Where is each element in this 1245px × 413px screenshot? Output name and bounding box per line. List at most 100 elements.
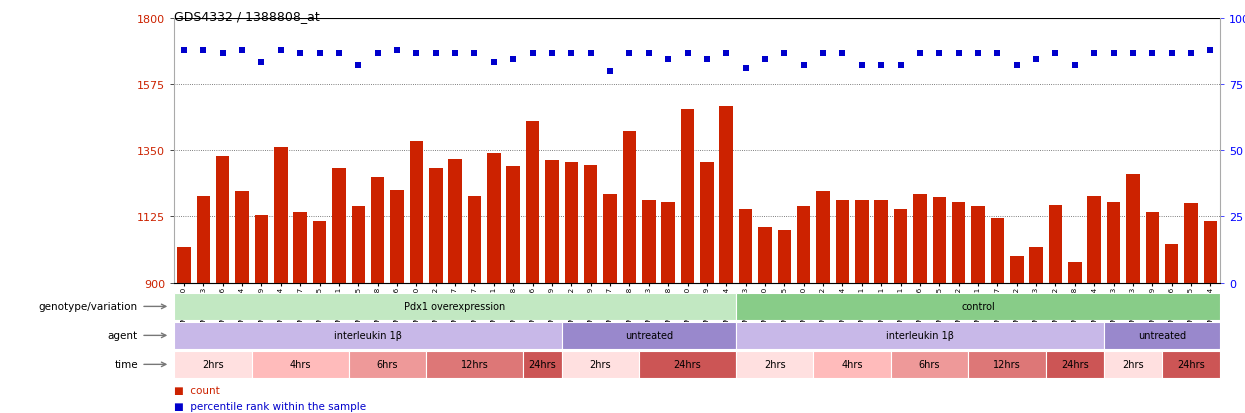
Point [406, 50, 426, 57]
Bar [720, 107, 733, 283]
Bar [661, 202, 675, 283]
Bar [639, 351, 736, 378]
Point [1084, 50, 1104, 57]
Bar [1145, 212, 1159, 283]
Bar [813, 351, 891, 378]
Point [542, 50, 561, 57]
Text: interleukin 1β: interleukin 1β [334, 330, 402, 341]
Bar [351, 206, 365, 283]
Point [969, 50, 989, 57]
Bar [891, 351, 969, 378]
Bar [894, 209, 908, 283]
Point [484, 59, 504, 66]
Point [852, 62, 871, 69]
Bar [177, 248, 190, 283]
Text: 2hrs: 2hrs [1122, 359, 1144, 370]
Bar [523, 351, 561, 378]
Point [387, 47, 407, 54]
Text: 24hrs: 24hrs [1061, 359, 1088, 370]
Text: control: control [961, 301, 995, 312]
Point [1007, 62, 1027, 69]
Bar [448, 159, 462, 283]
Text: GDS4332 / 1388808_at: GDS4332 / 1388808_at [174, 10, 320, 23]
Text: 4hrs: 4hrs [842, 359, 863, 370]
Text: 12hrs: 12hrs [994, 359, 1021, 370]
Text: ■  count: ■ count [174, 385, 220, 395]
Text: 6hrs: 6hrs [919, 359, 940, 370]
Text: 24hrs: 24hrs [528, 359, 557, 370]
Point [232, 47, 251, 54]
Text: 2hrs: 2hrs [764, 359, 786, 370]
Point [774, 50, 794, 57]
Bar [426, 351, 523, 378]
Bar [1010, 256, 1023, 283]
Bar [1165, 245, 1179, 283]
Bar [736, 351, 813, 378]
Bar [1046, 351, 1104, 378]
Point [949, 50, 969, 57]
Bar [274, 148, 288, 283]
Bar [251, 351, 349, 378]
Text: 24hrs: 24hrs [1178, 359, 1205, 370]
Bar [1162, 351, 1220, 378]
Point [174, 47, 194, 54]
Bar [507, 167, 520, 283]
Bar [971, 206, 985, 283]
Bar [604, 195, 616, 283]
Text: 24hrs: 24hrs [674, 359, 701, 370]
Bar [736, 293, 1220, 320]
Text: 2hrs: 2hrs [590, 359, 611, 370]
Bar [622, 132, 636, 283]
Text: untreated: untreated [625, 330, 672, 341]
Point [890, 62, 910, 69]
Bar [545, 161, 559, 283]
Bar [817, 192, 830, 283]
Bar [1184, 204, 1198, 283]
Point [561, 50, 581, 57]
Bar [835, 201, 849, 283]
Text: untreated: untreated [1138, 330, 1186, 341]
Point [620, 50, 640, 57]
Point [1123, 50, 1143, 57]
Bar [174, 351, 251, 378]
Bar [797, 206, 810, 283]
Bar [700, 162, 713, 283]
Point [464, 50, 484, 57]
Bar [1048, 205, 1062, 283]
Point [446, 50, 466, 57]
Text: 12hrs: 12hrs [461, 359, 488, 370]
Bar [874, 201, 888, 283]
Bar [371, 177, 385, 283]
Point [503, 57, 523, 63]
Point [580, 50, 600, 57]
Point [310, 50, 330, 57]
Text: agent: agent [108, 330, 138, 341]
Bar [410, 142, 423, 283]
Point [929, 50, 949, 57]
Point [290, 50, 310, 57]
Point [523, 50, 543, 57]
Text: ■  percentile rank within the sample: ■ percentile rank within the sample [174, 401, 366, 411]
Text: genotype/variation: genotype/variation [39, 301, 138, 312]
Bar [561, 351, 639, 378]
Bar [525, 121, 539, 283]
Bar [584, 166, 598, 283]
Point [677, 50, 697, 57]
Bar [913, 195, 926, 283]
Bar [1104, 322, 1220, 349]
Point [193, 47, 213, 54]
Point [813, 50, 833, 57]
Point [349, 62, 369, 69]
Bar [991, 218, 1005, 283]
Bar [174, 322, 561, 349]
Bar [736, 322, 1104, 349]
Text: 6hrs: 6hrs [376, 359, 398, 370]
Bar [1127, 174, 1139, 283]
Bar [855, 201, 869, 283]
Point [1182, 50, 1201, 57]
Bar [1030, 248, 1043, 283]
Bar [564, 162, 578, 283]
Bar [969, 351, 1046, 378]
Point [1143, 50, 1163, 57]
Point [736, 65, 756, 72]
